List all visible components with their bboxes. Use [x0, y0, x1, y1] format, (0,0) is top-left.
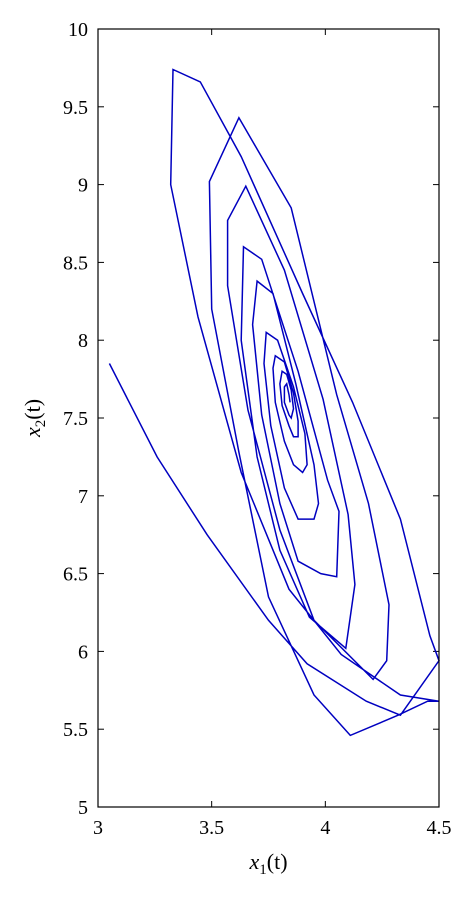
y-tick-label: 9 [78, 175, 88, 197]
y-axis-label-sub: 2 [33, 420, 49, 428]
x-axis-label-var: x [248, 849, 259, 874]
axis-ticks [97, 28, 440, 808]
y-tick-label: 5 [78, 797, 88, 819]
y-tick-label: 6.5 [63, 564, 88, 586]
tick-labels: 3 3.5 4 4.5 5 5.5 6 6.5 7 7.5 8 8.5 9 9.5 10 [63, 19, 452, 839]
x-tick-label: 3.5 [199, 817, 224, 839]
series-group [108, 68, 440, 737]
y-tick-label: 5.5 [63, 719, 88, 741]
y-tick-label: 8.5 [63, 252, 88, 274]
x-axis-label-sub: 1 [259, 862, 267, 878]
y-axis-label: x2(t) [20, 399, 49, 438]
series-line-0 [108, 68, 440, 737]
y-axis-label-var: x [20, 427, 45, 438]
y-tick-label: 8 [78, 330, 88, 352]
y-axis-label-arg: (t) [20, 399, 45, 420]
x-tick-label: 3 [93, 817, 103, 839]
y-tick-label: 7.5 [63, 408, 88, 430]
x-axis-label-arg: (t) [267, 849, 288, 874]
y-tick-label: 6 [78, 641, 88, 663]
y-tick-label: 7 [78, 486, 88, 508]
y-tick-label: 10 [68, 19, 88, 41]
plot-frame [97, 28, 440, 808]
x-axis-label: x1(t) [248, 849, 287, 878]
x-tick-label: 4.5 [427, 817, 452, 839]
y-tick-label: 9.5 [63, 97, 88, 119]
x-tick-label: 4 [320, 817, 330, 839]
